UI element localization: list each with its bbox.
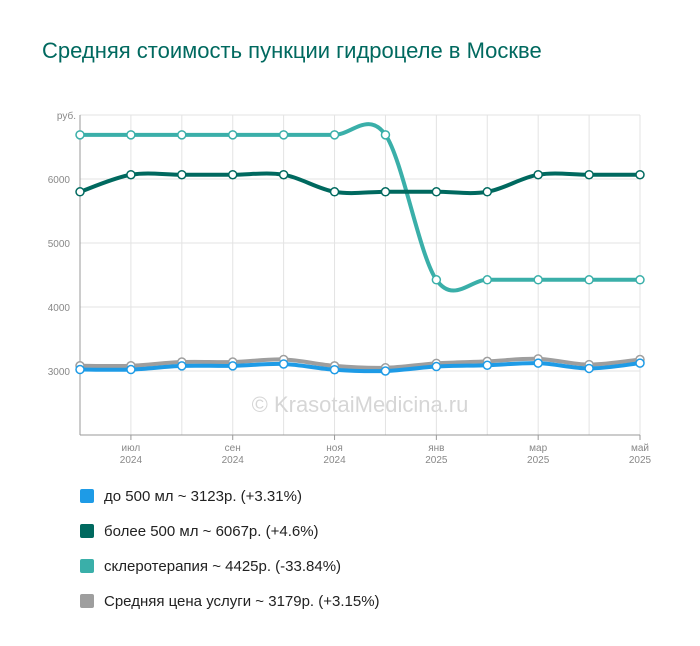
data-point-до-500-мл: [329, 364, 340, 375]
legend-swatch: [80, 524, 94, 538]
legend-label: до 500 мл ~ 3123р. (+3.31%): [104, 487, 302, 505]
data-point-склеротерапия: [75, 130, 85, 140]
data-point-более-500-мл: [177, 169, 187, 180]
data-point-более-500-мл: [635, 169, 645, 180]
data-point-склеротерапия: [635, 275, 645, 285]
data-point-склеротерапия: [126, 130, 136, 140]
axes: 3000400050006000руб.июл2024сен2024ноя202…: [48, 110, 652, 466]
legend-item[interactable]: до 500 мл ~ 3123р. (+3.31%): [80, 485, 380, 507]
watermark-group: © KrasotaiMedicina.ru: [252, 392, 469, 417]
series-lines: [78, 122, 642, 374]
x-tick-year: 2025: [527, 455, 550, 466]
legend-label: склеротерапия ~ 4425р. (-33.84%): [104, 557, 342, 575]
data-point-склеротерапия: [227, 130, 238, 140]
legend-label: более 500 мл ~ 6067р. (+4.6%): [104, 522, 319, 540]
data-point-до-500-мл: [533, 358, 543, 368]
legend-label: Средняя цена услуги ~ 3179р. (+3.15%): [104, 592, 380, 610]
x-tick-month: май: [631, 443, 649, 454]
x-tick-year: 2025: [425, 455, 448, 466]
data-point-до-500-мл: [482, 360, 493, 370]
watermark: © KrasotaiMedicina.ru: [252, 392, 469, 417]
data-point-более-500-мл: [584, 169, 594, 180]
data-point-до-500-мл: [75, 364, 85, 375]
x-tick-month: сен: [225, 443, 241, 454]
legend-item[interactable]: склеротерапия ~ 4425р. (-33.84%): [80, 555, 380, 577]
data-point-до-500-мл: [431, 361, 442, 372]
legend-item[interactable]: более 500 мл ~ 6067р. (+4.6%): [80, 520, 380, 542]
series-points: [75, 130, 645, 376]
x-tick-year: 2024: [323, 455, 346, 466]
data-point-более-500-мл: [431, 187, 442, 197]
data-point-до-500-мл: [380, 366, 391, 376]
data-point-склеротерапия: [329, 130, 340, 140]
y-tick-label: 5000: [48, 239, 71, 250]
data-point-до-500-мл: [227, 361, 238, 371]
y-tick-label: 6000: [48, 175, 71, 186]
data-point-более-500-мл: [227, 169, 238, 180]
legend-swatch: [80, 559, 94, 573]
legend-swatch: [80, 489, 94, 503]
x-tick-year: 2025: [629, 455, 652, 466]
legend: до 500 мл ~ 3123р. (+3.31%) более 500 мл …: [80, 485, 380, 625]
data-point-более-500-мл: [278, 169, 289, 180]
series-line-склеротерапия: [78, 122, 642, 293]
data-point-до-500-мл: [177, 361, 187, 371]
data-point-более-500-мл: [533, 169, 543, 180]
data-point-более-500-мл: [482, 187, 493, 197]
legend-item[interactable]: Средняя цена услуги ~ 3179р. (+3.15%): [80, 590, 380, 612]
data-point-склеротерапия: [482, 275, 493, 285]
data-point-более-500-мл: [75, 187, 85, 197]
data-point-до-500-мл: [584, 363, 594, 374]
data-point-до-500-мл: [126, 364, 136, 375]
data-point-склеротерапия: [177, 130, 187, 140]
chart-title: Средняя стоимость пункции гидроцеле в Мо…: [42, 38, 542, 63]
x-tick-month: ноя: [326, 443, 343, 454]
x-tick-month: мар: [529, 443, 547, 454]
y-unit-label: руб.: [57, 110, 76, 122]
series-line-более-500-мл: [78, 171, 642, 196]
legend-swatch: [80, 594, 94, 608]
data-point-более-500-мл: [329, 187, 340, 197]
grid: [79, 114, 641, 435]
data-point-склеротерапия: [584, 275, 594, 285]
data-point-склеротерапия: [431, 275, 442, 285]
data-point-более-500-мл: [380, 187, 391, 197]
data-point-до-500-мл: [635, 358, 645, 368]
y-tick-label: 3000: [48, 367, 71, 378]
data-point-более-500-мл: [126, 169, 136, 180]
data-point-склеротерапия: [380, 130, 391, 140]
x-tick-year: 2024: [120, 455, 143, 466]
x-tick-month: янв: [428, 443, 444, 454]
y-tick-label: 4000: [48, 303, 71, 314]
x-tick-month: июл: [122, 443, 141, 454]
data-point-склеротерапия: [278, 130, 289, 140]
x-tick-year: 2024: [222, 455, 245, 466]
data-point-до-500-мл: [278, 359, 289, 369]
data-point-склеротерапия: [533, 275, 543, 285]
